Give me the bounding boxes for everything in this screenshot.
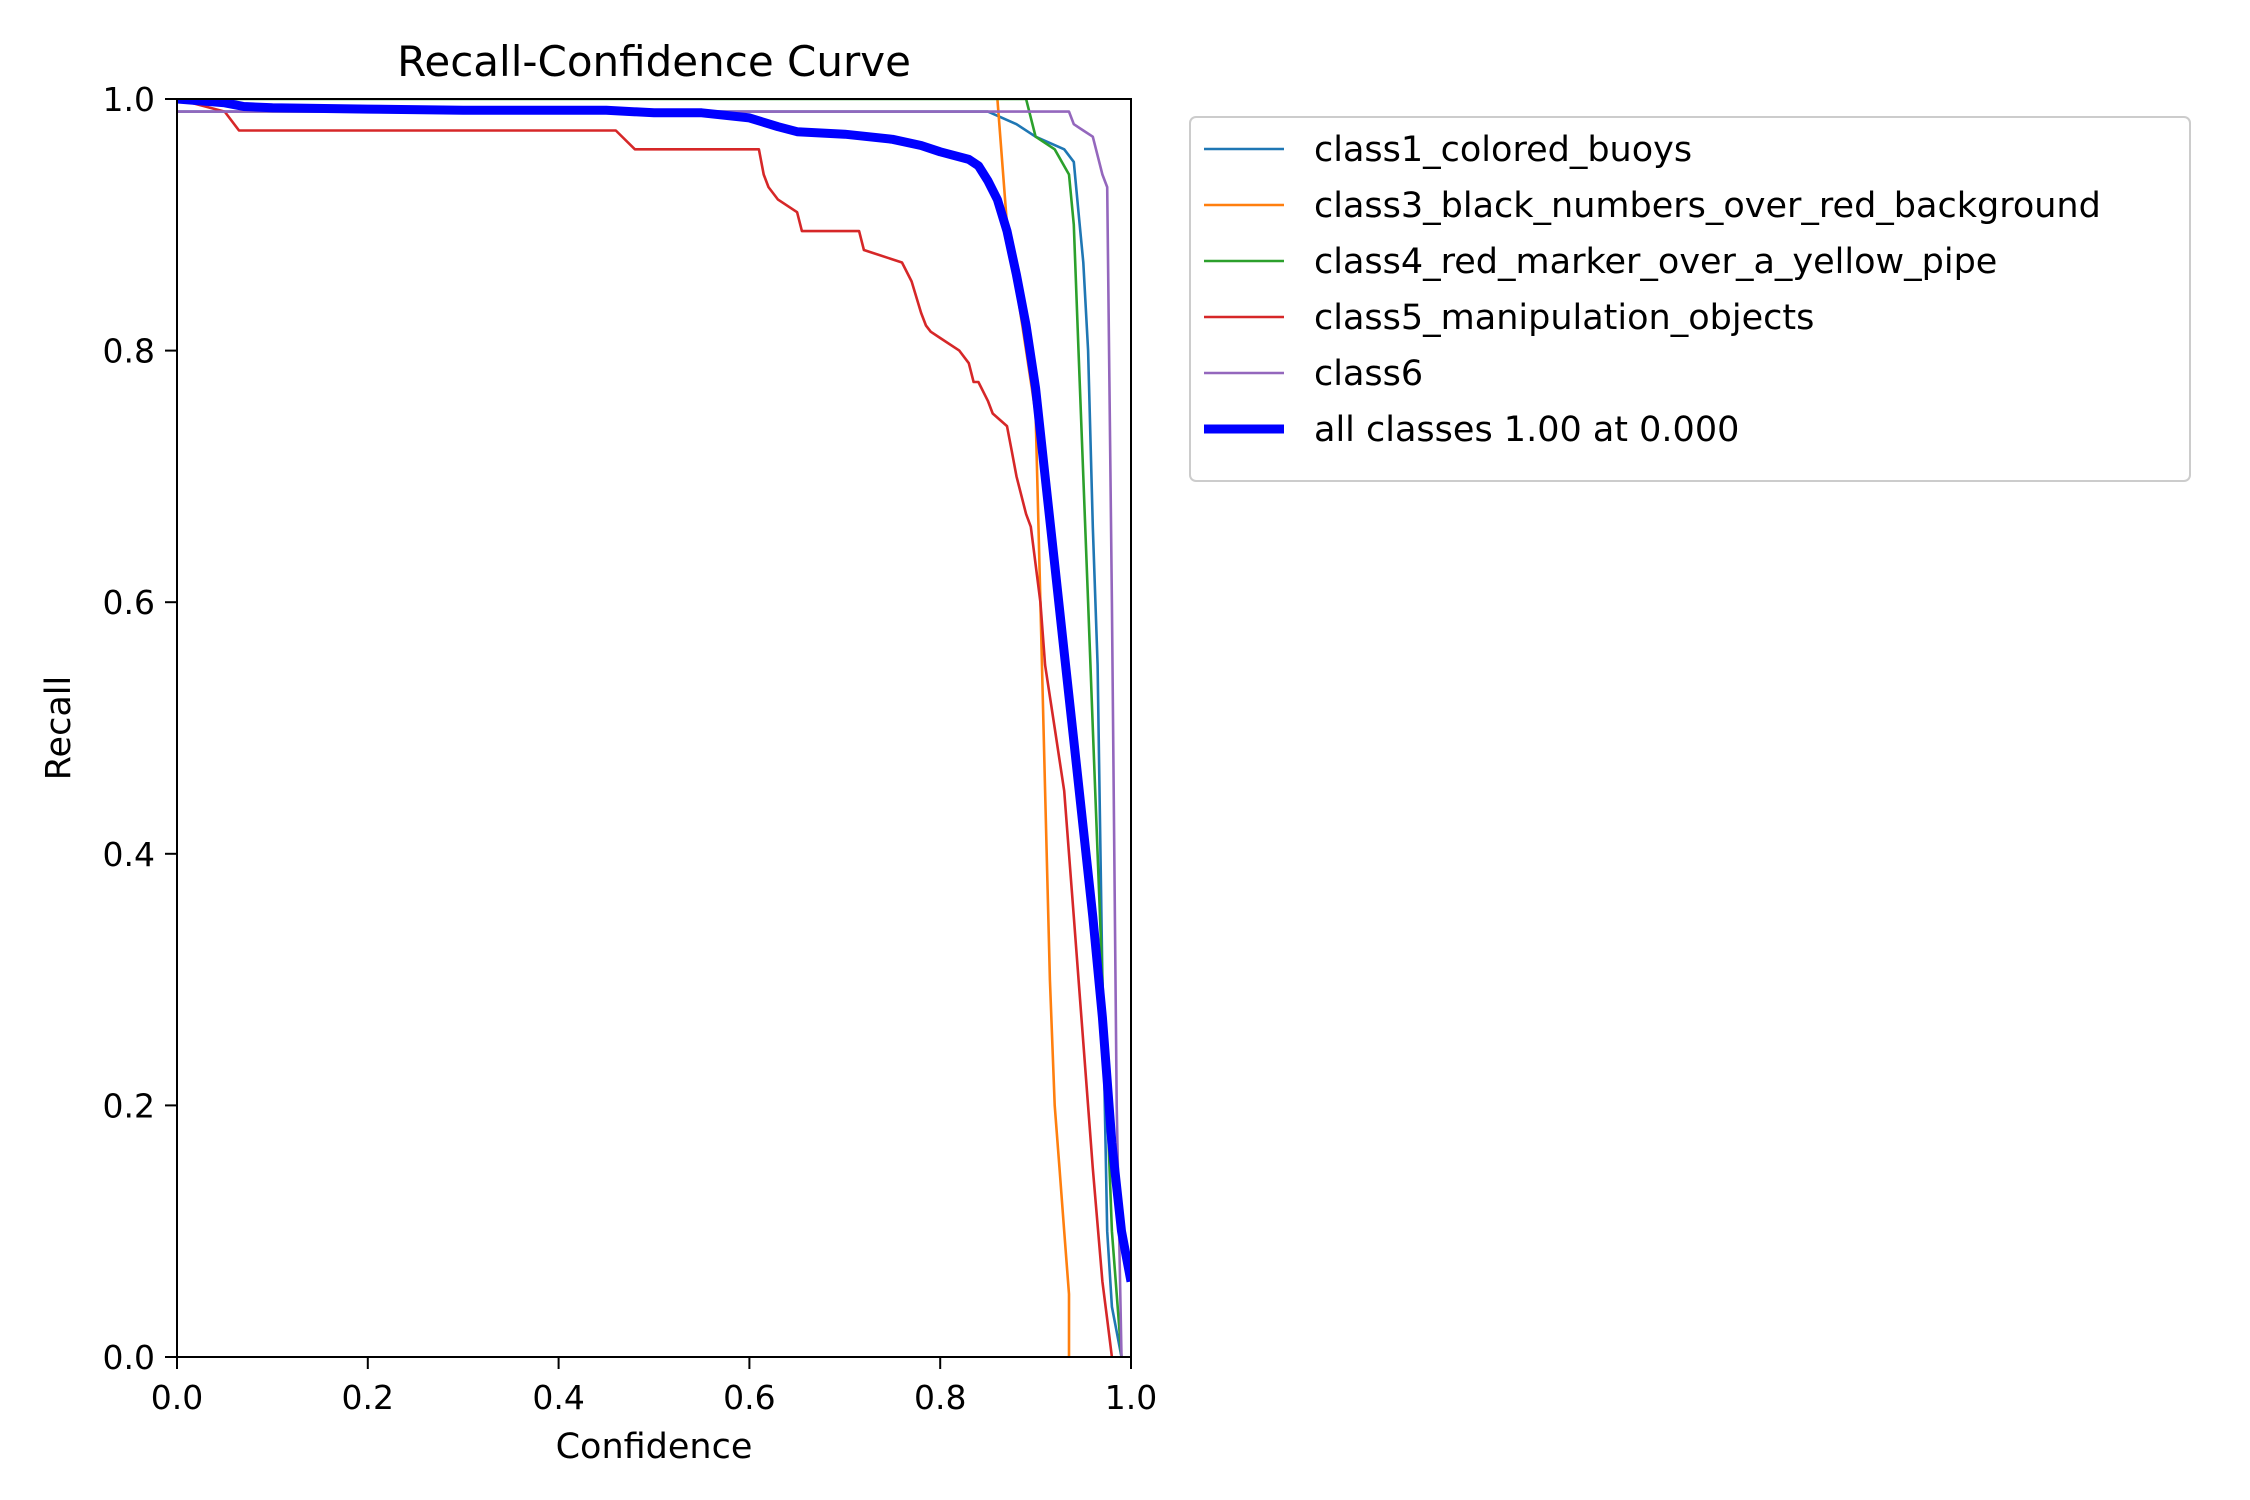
y-tick-label: 0.0	[103, 1338, 155, 1377]
x-tick-label: 0.2	[342, 1378, 394, 1417]
series-line-4	[177, 110, 1123, 1357]
legend-label-0: class1_colored_buoys	[1314, 130, 1692, 170]
plot-area	[177, 99, 1131, 1357]
chart-title: Recall-Confidence Curve	[397, 37, 911, 86]
y-tick-label: 0.6	[103, 583, 155, 622]
legend-frame	[1189, 116, 2191, 482]
axis-ticks: 0.0 0.2 0.4 0.6 0.8 1.0 0.0 0.2 0.4 0.6 0.8 1.0	[103, 80, 1158, 1417]
legend-label-5: all classes 1.00 at 0.000	[1314, 410, 1739, 450]
y-tick-label: 1.0	[103, 80, 155, 119]
series-line-1	[996, 99, 1071, 1357]
x-tick-label: 0.4	[532, 1378, 584, 1417]
legend-label-1: class3_black_numbers_over_red_background	[1314, 186, 2101, 226]
legend: class1_colored_buoys class3_black_numbers…	[1189, 116, 2191, 482]
series-line-5	[177, 99, 1131, 1283]
series-line-3	[177, 99, 1114, 1357]
x-tick-label: 0.8	[914, 1378, 966, 1417]
y-tick-label: 0.8	[103, 332, 155, 371]
x-tick-label: 0.6	[723, 1378, 775, 1417]
legend-label-2: class4_red_marker_over_a_yellow_pipe	[1314, 242, 1997, 282]
legend-label-4: class6	[1314, 354, 1423, 394]
y-tick-label: 0.4	[103, 835, 155, 874]
series-line-2	[177, 99, 1123, 1357]
x-axis-label: Confidence	[556, 1427, 753, 1467]
legend-label-3: class5_manipulation_objects	[1314, 298, 1814, 338]
axes-frame	[176, 98, 1132, 1358]
x-tick-label: 1.0	[1105, 1378, 1157, 1417]
x-tick-label: 0.0	[151, 1378, 203, 1417]
y-axis-label: Recall	[39, 676, 79, 780]
series-line-0	[177, 110, 1123, 1357]
y-tick-label: 0.2	[103, 1086, 155, 1125]
